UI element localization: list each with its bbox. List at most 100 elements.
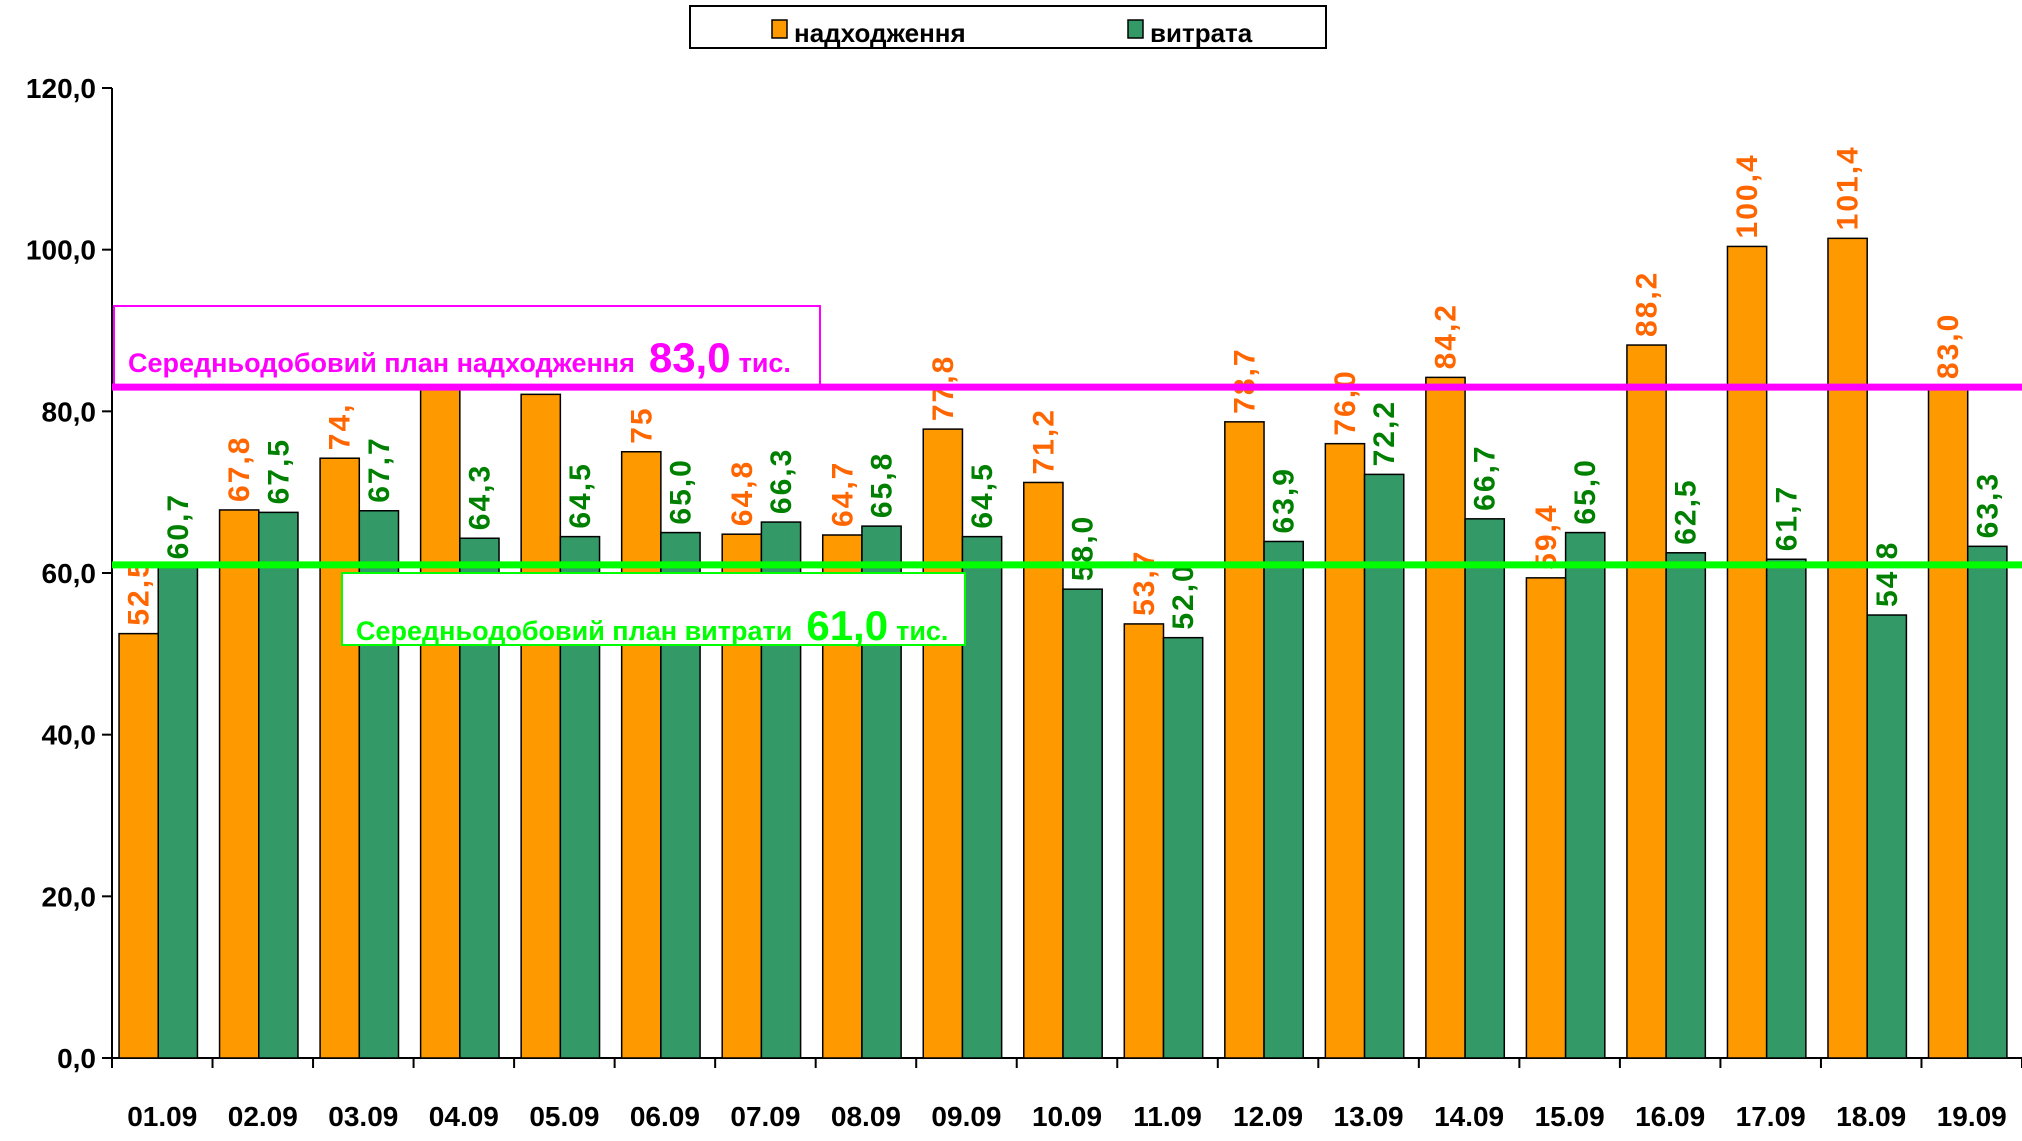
legend-swatch: [1127, 19, 1144, 39]
legend: надходження витрата: [689, 5, 1327, 49]
y-tick-label: 120,0: [26, 73, 96, 104]
bar: [1263, 540, 1304, 1059]
y-tick-label: 40,0: [42, 720, 97, 751]
bar: [1162, 636, 1204, 1059]
annotation-text: Середньодобовий план витрати: [356, 616, 792, 646]
data-label: 78,7: [1228, 347, 1261, 413]
legend-label: витрата: [1150, 18, 1253, 48]
data-label: 100,4: [1731, 153, 1764, 238]
x-tick-label: 14.09: [1434, 1101, 1504, 1132]
annotation-box: [113, 305, 821, 388]
bar: [1765, 558, 1807, 1059]
x-tick-label: 09.09: [931, 1101, 1001, 1132]
data-label: 67,5: [262, 438, 295, 504]
x-tick-label: 18.09: [1836, 1101, 1906, 1132]
annotation-box: [341, 572, 966, 646]
x-tick-label: 11.09: [1133, 1101, 1202, 1132]
data-label: 65,0: [664, 458, 697, 524]
x-tick-label: 13.09: [1334, 1101, 1404, 1132]
annotation: Середньодобовий план надходження 83,0 тис.: [128, 334, 791, 381]
data-label: 52,5: [123, 559, 156, 625]
data-label: 62,5: [1670, 478, 1703, 544]
data-label: 67,8: [223, 436, 256, 502]
bar: [1525, 577, 1567, 1059]
bar: [1827, 237, 1868, 1059]
data-label: 71,2: [1027, 408, 1060, 474]
x-tick-label: 02.09: [228, 1101, 298, 1132]
data-label: 65,8: [866, 452, 899, 518]
x-tick-label: 05.09: [529, 1101, 599, 1132]
x-tick-label: 01.09: [127, 1101, 197, 1132]
bar: [1966, 545, 2008, 1059]
x-tick-label: 17.09: [1736, 1101, 1806, 1132]
bar: [319, 457, 361, 1059]
data-label: 66,7: [1469, 444, 1502, 510]
bar: [1464, 518, 1506, 1059]
y-tick-label: 100,0: [26, 235, 96, 266]
bar: [1224, 421, 1265, 1059]
annotation-value: 61,0: [806, 602, 888, 649]
data-label: 54,8: [1871, 541, 1904, 607]
data-label: 72,2: [1368, 400, 1401, 466]
data-label: 63,9: [1268, 467, 1301, 533]
bar: [1866, 614, 1908, 1059]
x-tick-label: 10.09: [1032, 1101, 1102, 1132]
data-label: 60,7: [162, 493, 195, 559]
y-tick-label: 60,0: [42, 558, 97, 589]
bar: [1363, 473, 1405, 1059]
x-tick-label: 16.09: [1635, 1101, 1705, 1132]
data-label: 67,7: [363, 436, 396, 502]
data-label: 58,0: [1067, 515, 1100, 581]
data-label: 53,7: [1128, 550, 1161, 616]
data-label: 63,3: [1971, 472, 2004, 538]
bar: [1425, 376, 1466, 1059]
bar: [1324, 442, 1366, 1059]
bar: [118, 632, 159, 1059]
legend-swatch: [771, 19, 788, 39]
bar: [1927, 386, 1969, 1059]
data-label: 65,0: [1569, 458, 1602, 524]
legend-box: [689, 5, 1327, 49]
annotation-unit: тис.: [896, 616, 948, 646]
data-label: 83,0: [1932, 313, 1965, 379]
y-tick-label: 80,0: [42, 396, 97, 427]
data-label: 64,5: [966, 462, 999, 528]
y-tick-label: 0,0: [57, 1043, 96, 1074]
bar: [258, 511, 299, 1059]
data-label: 59,4: [1530, 503, 1563, 569]
annotation-unit: тис.: [739, 348, 791, 378]
annotation: Середньодобовий план витрати 61,0 тис.: [356, 602, 948, 649]
x-tick-label: 06.09: [630, 1101, 700, 1132]
bar: [922, 428, 964, 1059]
bar: [520, 393, 562, 1059]
y-tick-label: 20,0: [42, 881, 97, 912]
annotation-text: Середньодобовий план надходження: [128, 348, 635, 378]
x-tick-label: 12.09: [1233, 1101, 1303, 1132]
data-label: 76,0: [1329, 369, 1362, 435]
data-label: 52,0: [1167, 563, 1200, 629]
bar: [620, 451, 662, 1059]
data-label: 64,8: [726, 460, 759, 526]
bar: [157, 566, 199, 1059]
data-label: 74,: [324, 402, 357, 450]
bar: [1665, 552, 1707, 1059]
data-label: 101,4: [1832, 145, 1865, 230]
bar: [1123, 623, 1165, 1059]
data-label: 64,7: [826, 461, 859, 527]
data-label: 75: [625, 406, 658, 443]
bar: [1062, 588, 1103, 1059]
legend-label: надходження: [794, 18, 966, 48]
x-tick-label: 03.09: [328, 1101, 398, 1132]
x-tick-label: 08.09: [831, 1101, 901, 1132]
data-label: 88,2: [1631, 271, 1664, 337]
bar: [961, 535, 1003, 1059]
bar: [1023, 481, 1064, 1059]
data-label: 61,7: [1770, 485, 1803, 551]
x-tick-label: 15.09: [1535, 1101, 1605, 1132]
data-label: 84,2: [1429, 303, 1462, 369]
x-tick-label: 19.09: [1937, 1101, 2007, 1132]
bar: [1626, 344, 1667, 1059]
annotation-value: 83,0: [649, 334, 731, 381]
bar: [1726, 245, 1768, 1059]
x-tick-label: 04.09: [429, 1101, 499, 1132]
